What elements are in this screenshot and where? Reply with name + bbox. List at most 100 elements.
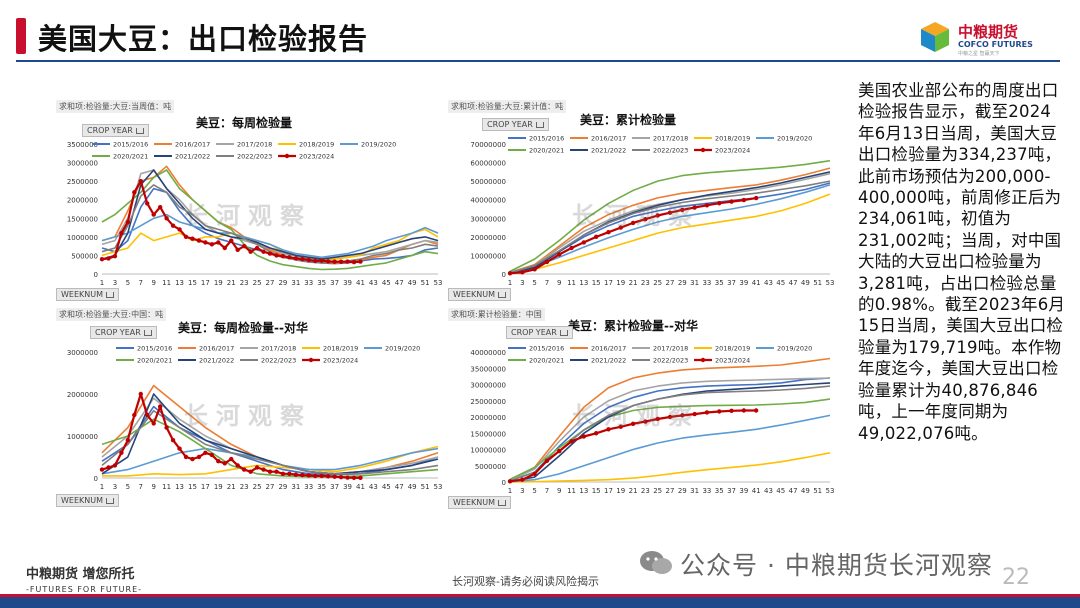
series-point: [325, 259, 331, 264]
series-point: [581, 434, 587, 439]
series-point: [112, 253, 118, 259]
y-tick-label: 3500000: [67, 141, 98, 149]
legend-label: 2016/2017: [199, 345, 234, 353]
series-point: [157, 404, 163, 409]
series-point: [190, 236, 195, 241]
legend-label: 2018/2019: [299, 141, 334, 149]
legend-label: 2022/2023: [237, 153, 272, 161]
summary-text: 美国农业部公布的周度出口检验报告显示，截至2024年6月13日当周，美国大豆出口…: [858, 81, 1066, 443]
series-point: [680, 413, 685, 418]
filter-icon: [106, 497, 115, 504]
crop-year-filter-button[interactable]: CROP YEAR: [506, 326, 573, 339]
series-point: [618, 225, 623, 230]
chart-title: 美豆：每周检验量--对华: [178, 320, 308, 335]
weeknum-axis-button[interactable]: WEEKNUM: [56, 494, 120, 507]
legend-label: 2018/2019: [715, 345, 750, 353]
legend-marker: [308, 357, 314, 363]
series-point: [358, 259, 363, 264]
series-point: [125, 438, 131, 443]
chart-title: 美豆：每周检验量: [196, 115, 292, 130]
y-tick-label: 0: [94, 475, 98, 483]
x-tick-label: 35: [317, 279, 326, 287]
series-point: [112, 463, 118, 468]
legend-label: 2021/2022: [199, 357, 234, 365]
legend-label: 2017/2018: [653, 345, 688, 353]
series-point: [345, 475, 350, 480]
x-tick-label: 15: [188, 279, 197, 287]
x-tick-label: 13: [175, 483, 184, 491]
x-tick-label: 37: [330, 483, 339, 491]
series-line: [509, 184, 831, 274]
x-tick-label: 3: [113, 279, 117, 287]
x-tick-label: 43: [764, 279, 773, 287]
page-number: 22: [1002, 565, 1030, 590]
series-line: [101, 169, 439, 260]
series-point: [222, 461, 227, 466]
series-point: [655, 416, 660, 422]
crop-year-filter-button[interactable]: CROP YEAR: [482, 118, 549, 131]
series-point: [325, 474, 331, 479]
series-point: [254, 245, 260, 251]
x-tick-label: 9: [557, 279, 561, 287]
series-line: [509, 414, 831, 483]
x-tick-label: 13: [175, 279, 184, 287]
crop-year-label: CROP YEAR: [511, 328, 557, 337]
series-point: [332, 474, 337, 479]
series-point: [729, 199, 734, 204]
weeknum-axis-button[interactable]: WEEKNUM: [448, 496, 512, 509]
weeknum-label: WEEKNUM: [61, 290, 104, 299]
x-tick-label: 41: [356, 279, 365, 287]
x-tick-label: 21: [629, 487, 638, 495]
crop-year-filter-button[interactable]: CROP YEAR: [90, 326, 157, 339]
pivot-field-label: 求和项:检验量:大豆:当周值：吨: [56, 100, 175, 113]
series-point: [170, 438, 176, 443]
series-line: [509, 159, 831, 273]
legend-label: 2021/2022: [591, 147, 626, 155]
x-tick-label: 27: [666, 279, 675, 287]
legend-label: 2017/2018: [653, 135, 688, 143]
series-point: [170, 223, 176, 228]
series-line: [101, 213, 439, 259]
legend-label: 2023/2024: [715, 147, 750, 155]
weeknum-axis-button[interactable]: WEEKNUM: [56, 288, 120, 301]
pivot-field-label: 求和项:检验量:大豆:中国：吨: [56, 308, 167, 321]
series-point: [229, 238, 234, 243]
series-point: [630, 220, 636, 226]
pivot-field-label: 求和项:检验量:大豆:累计值：吨: [448, 100, 567, 113]
legend-label: 2017/2018: [237, 141, 272, 149]
series-point: [222, 245, 227, 251]
chart-cumulative-inspections: 求和项:检验量:大豆:累计值：吨 CROP YEAR WEEKNUM 美豆：累计…: [448, 100, 840, 301]
series-line: [102, 445, 439, 477]
series-point: [274, 469, 279, 474]
y-tick-label: 0: [94, 271, 98, 279]
x-tick-label: 37: [727, 487, 736, 495]
weeknum-axis-button[interactable]: WEEKNUM: [448, 288, 512, 301]
y-tick-label: 1000000: [67, 234, 98, 242]
series-point: [145, 412, 150, 418]
x-tick-label: 13: [579, 279, 588, 287]
series-point: [313, 473, 318, 479]
series-point: [293, 256, 299, 261]
x-tick-label: 15: [592, 487, 601, 495]
logo-text-en: COFCO FUTURES: [958, 40, 1033, 49]
x-tick-label: 53: [826, 279, 835, 287]
chart-svg: 美豆：累计检验量--对华 0 5000000 10000000 15000000 2000…: [470, 318, 834, 495]
series-point: [557, 448, 562, 454]
series-point: [261, 249, 266, 254]
series-point: [203, 450, 208, 455]
page-title: 美国大豆：出口检验报告: [38, 22, 369, 56]
y-tick-label: 60000000: [470, 160, 506, 168]
legend-label: 2020/2021: [137, 357, 172, 365]
crop-year-label: CROP YEAR: [95, 328, 141, 337]
legend-label: 2020/2021: [529, 357, 564, 365]
crop-year-filter-button[interactable]: CROP YEAR: [82, 124, 149, 137]
x-tick-label: 33: [304, 483, 313, 491]
x-tick-label: 3: [520, 279, 524, 287]
series-point: [345, 259, 350, 264]
series-point: [157, 204, 163, 210]
y-tick-label: 20000000: [470, 414, 506, 422]
y-tick-label: 15000000: [470, 430, 506, 438]
legend-label: 2023/2024: [323, 357, 358, 365]
x-tick-label: 9: [151, 483, 155, 491]
